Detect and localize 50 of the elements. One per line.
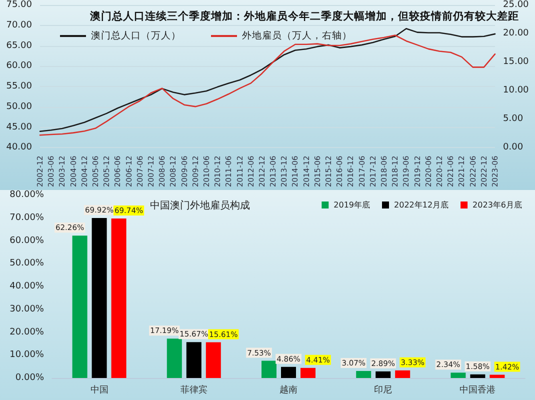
y-tick-label: 50.00 xyxy=(6,102,32,112)
y2-tick-label: 0.00 xyxy=(503,142,524,153)
bar xyxy=(262,360,276,378)
y-tick-label: 20.00% xyxy=(10,327,44,338)
y-tick-label: 75.00 xyxy=(6,0,32,10)
legend-label: 澳门总人口（万人） xyxy=(91,30,181,42)
y-tick-label: 60.00 xyxy=(6,61,32,72)
y2-tick-label: 20.00 xyxy=(503,28,530,39)
y-tick-label: 50.00% xyxy=(10,258,44,269)
x-tick-label: 中国香港 xyxy=(460,384,496,396)
bar xyxy=(186,342,202,378)
y-tick-label: 70.00 xyxy=(6,20,32,30)
y-tick-label: 30.00% xyxy=(10,304,44,314)
y-tick-label: 0.00% xyxy=(15,373,44,383)
y-tick-label: 70.00% xyxy=(10,212,44,223)
bar xyxy=(450,372,466,378)
y-tick-label: 45.00 xyxy=(6,122,32,132)
y-tick-label: 55.00 xyxy=(6,82,32,92)
y2-tick-label: 15.00 xyxy=(503,57,530,68)
x-tick-label: 中国 xyxy=(90,384,108,396)
bar xyxy=(300,368,316,378)
x-tick-label: 越南 xyxy=(280,384,298,396)
bar xyxy=(470,374,486,378)
y-tick-label: 40.00 xyxy=(6,142,32,153)
y2-tick-label: 25.00 xyxy=(503,0,530,10)
bar xyxy=(281,366,296,378)
legend-label: 2023年6月底 xyxy=(472,200,522,210)
x-tick-label: 印尼 xyxy=(374,384,392,396)
legend-label: 外地雇员（万人，右轴） xyxy=(242,30,352,42)
y2-tick-label: 5.00 xyxy=(503,114,524,124)
bar xyxy=(490,374,505,378)
bar xyxy=(166,338,182,378)
y2-tick-label: 10.00 xyxy=(503,86,530,96)
bar xyxy=(111,218,126,378)
bar xyxy=(376,371,391,378)
y-tick-label: 60.00% xyxy=(10,236,44,246)
text: 澳门总人口连续三个季度增加：外地雇员今年二季度大幅增加，但较疫情前仍有较大差距 xyxy=(89,10,519,22)
y-tick-label: 65.00 xyxy=(6,40,32,51)
bar xyxy=(395,370,410,378)
bar xyxy=(356,370,372,378)
bar xyxy=(92,218,107,378)
bar xyxy=(206,342,221,378)
text: 中国澳门外地雇员构成 xyxy=(150,200,250,212)
legend-label: 2022年12月底 xyxy=(394,200,449,210)
y-tick-label: 40.00% xyxy=(10,282,44,292)
legend-label: 2019年底 xyxy=(334,200,370,210)
y-tick-label: 10.00% xyxy=(10,350,44,360)
y-tick-label: 80.00% xyxy=(10,190,44,200)
x-tick-label: 菲律宾 xyxy=(180,384,208,396)
bar xyxy=(72,236,88,378)
